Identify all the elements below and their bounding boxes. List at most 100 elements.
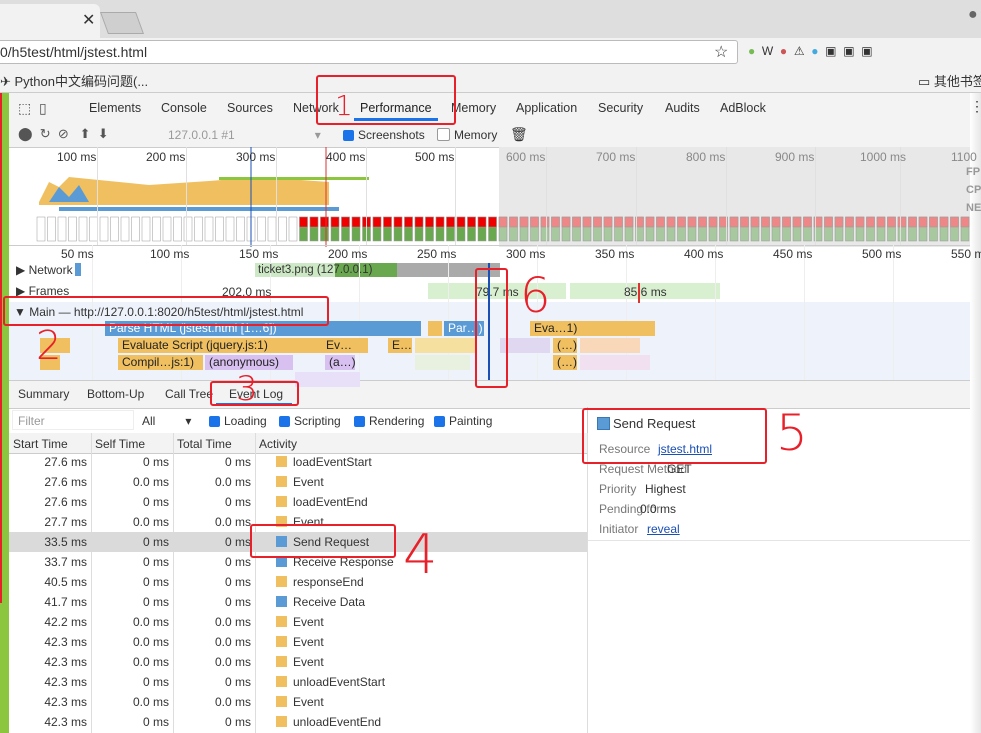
trash[interactable]: 🗑 bbox=[510, 126, 528, 142]
track-label[interactable]: ▼ Main — http://127.0.0.1:8020/h5test/ht… bbox=[14, 305, 304, 319]
new-tab[interactable] bbox=[99, 12, 145, 34]
flame-item[interactable]: Eva…1) bbox=[530, 321, 600, 336]
menu[interactable]: ⋮ bbox=[970, 98, 981, 114]
column-header[interactable]: Start Time bbox=[13, 437, 68, 451]
other-bookmarks[interactable]: ▭ 其他书签 bbox=[918, 71, 981, 90]
dropped-frame bbox=[477, 216, 487, 228]
devtools-tab[interactable]: Console bbox=[161, 101, 207, 115]
flame-item[interactable]: (…) bbox=[553, 338, 577, 353]
inspect-icons[interactable]: ⬚ ▯ bbox=[18, 100, 47, 116]
edge bbox=[970, 93, 981, 733]
flame-item[interactable]: (…) bbox=[553, 355, 577, 370]
flame-item[interactable]: Par…) bbox=[444, 321, 484, 336]
dropped-frame bbox=[855, 216, 865, 228]
bottom-tab[interactable]: Bottom-Up bbox=[87, 387, 145, 401]
frame bbox=[257, 216, 266, 242]
flame-item[interactable]: (a…) bbox=[325, 355, 355, 370]
cell: 0 ms bbox=[142, 555, 169, 569]
filter-input[interactable] bbox=[12, 410, 134, 430]
annotation: 3 bbox=[236, 369, 258, 409]
frame-bar bbox=[570, 283, 720, 299]
column-header[interactable]: Total Time bbox=[177, 437, 232, 451]
column-header[interactable]: Activity bbox=[259, 437, 298, 451]
filter-checkbox[interactable]: Painting bbox=[434, 414, 492, 428]
target[interactable]: 127.0.0.1 #1 ▾ bbox=[168, 128, 321, 142]
cpu-area bbox=[39, 177, 329, 205]
profile[interactable]: ● bbox=[968, 6, 978, 23]
activity-swatch bbox=[276, 696, 287, 707]
devtools-tab[interactable]: Sources bbox=[227, 101, 273, 115]
activity-swatch bbox=[276, 576, 287, 587]
frame bbox=[120, 216, 130, 242]
devtools-tab[interactable]: Audits bbox=[665, 101, 700, 115]
bottom-tab[interactable]: Event Log bbox=[229, 387, 284, 401]
screenshots-toggle[interactable]: Screenshots bbox=[343, 128, 425, 142]
record-controls[interactable]: ⬤ ↻ ⊘ ⬆ ⬇ bbox=[18, 126, 109, 141]
flame-item[interactable]: Compil…js:1) bbox=[118, 355, 203, 370]
frame bbox=[47, 216, 56, 242]
star[interactable]: ☆ bbox=[714, 44, 729, 61]
cell: 0 ms bbox=[142, 575, 169, 589]
overview-tick: 300 ms bbox=[236, 150, 276, 164]
filter-checkbox[interactable]: Scripting bbox=[279, 414, 341, 428]
cell: 27.7 ms bbox=[44, 515, 87, 529]
dropped-frame bbox=[803, 216, 812, 228]
cell: responseEnd bbox=[293, 575, 364, 589]
cell: 0.0 ms bbox=[132, 615, 169, 629]
annotation-box bbox=[316, 75, 456, 125]
ruler-tick: 350 ms bbox=[595, 247, 635, 261]
devtools-tab[interactable]: Security bbox=[598, 101, 644, 115]
cell: Send Request bbox=[293, 535, 370, 549]
track-label[interactable]: ▶ Frames bbox=[16, 284, 70, 298]
level-select[interactable]: All ▾ bbox=[142, 414, 192, 428]
memory-text: Memory bbox=[454, 128, 498, 142]
devtools-tab[interactable]: AdBlock bbox=[720, 101, 766, 115]
flame-item[interactable]: Evaluate Script (jquery.js:1) bbox=[118, 338, 323, 353]
cell: 0 ms bbox=[224, 675, 251, 689]
frame bbox=[267, 216, 277, 242]
column-divider bbox=[255, 433, 256, 733]
filter-checkbox[interactable]: Rendering bbox=[354, 414, 424, 428]
bookmark-text: Python中文编码问题(... bbox=[14, 74, 149, 89]
flame-item[interactable]: Ev… bbox=[322, 338, 368, 353]
flame-item[interactable]: (anonymous) bbox=[205, 355, 293, 370]
cell: 33.5 ms bbox=[44, 535, 87, 549]
cell: 0 ms bbox=[224, 535, 251, 549]
ruler-tick: 50 ms bbox=[61, 247, 94, 261]
devtools-tab[interactable]: Application bbox=[516, 101, 578, 115]
bottom-tab[interactable]: Summary bbox=[18, 387, 70, 401]
devtools-tab[interactable]: Performance bbox=[360, 101, 432, 115]
cell: 0.0 ms bbox=[214, 635, 251, 649]
tab[interactable] bbox=[0, 4, 100, 38]
devtools-tab[interactable]: Memory bbox=[451, 101, 497, 115]
memory-toggle[interactable]: Memory bbox=[437, 128, 497, 142]
devtools-tab[interactable]: Network bbox=[293, 101, 339, 115]
dropped-frame bbox=[845, 216, 854, 228]
cell: Receive Response bbox=[293, 555, 394, 569]
overview-tick: 400 ms bbox=[326, 150, 366, 164]
cell: 0.0 ms bbox=[214, 695, 251, 709]
dropped-frame bbox=[698, 216, 707, 228]
flame-block bbox=[600, 321, 655, 336]
filter-placeholder: Filter bbox=[18, 414, 45, 428]
filter-checkbox[interactable]: Loading bbox=[209, 414, 267, 428]
annotation: 4 bbox=[403, 523, 438, 586]
column-header[interactable]: Self Time bbox=[95, 437, 146, 451]
bottom-tab[interactable]: Call Tree bbox=[165, 387, 214, 401]
ruler-grid bbox=[92, 245, 93, 380]
close-tab[interactable]: ✕ bbox=[82, 12, 96, 29]
address-bar[interactable] bbox=[0, 40, 738, 64]
cell: 0.0 ms bbox=[132, 515, 169, 529]
detail-value[interactable]: jstest.html bbox=[658, 442, 713, 456]
page-strip-mark bbox=[0, 93, 2, 603]
track-label[interactable]: ▶ Network bbox=[16, 263, 73, 277]
flame-item[interactable]: E… bbox=[388, 338, 412, 353]
detail-value[interactable]: reveal bbox=[647, 522, 680, 536]
bookmark[interactable]: ✈ Python中文编码问题(... bbox=[0, 74, 149, 89]
annotation-box bbox=[210, 381, 299, 406]
table-row[interactable] bbox=[9, 532, 587, 552]
dropped-frame bbox=[393, 216, 403, 228]
screenshot-frames bbox=[36, 216, 980, 242]
devtools-tab[interactable]: Elements bbox=[89, 101, 142, 115]
overview-lane: NE bbox=[966, 202, 981, 214]
